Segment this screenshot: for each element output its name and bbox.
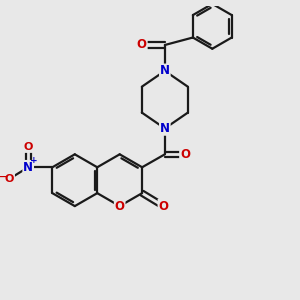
Text: N: N [160, 64, 170, 77]
Text: N: N [23, 161, 33, 174]
Text: O: O [158, 200, 168, 213]
Text: O: O [137, 38, 147, 52]
Text: O: O [5, 174, 14, 184]
Text: N: N [160, 122, 170, 135]
Text: −: − [0, 172, 7, 182]
Text: O: O [23, 142, 33, 152]
Text: +: + [30, 156, 38, 165]
Text: O: O [115, 200, 125, 213]
Text: O: O [180, 148, 190, 161]
